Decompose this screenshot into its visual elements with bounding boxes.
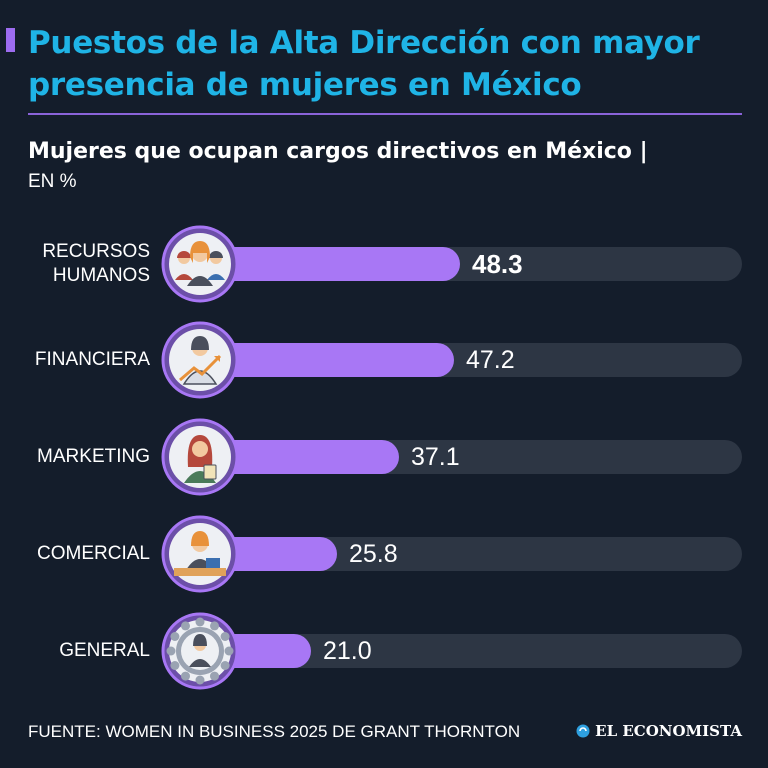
bar [196, 343, 454, 377]
title-divider [28, 113, 742, 115]
data-label: 47.2 [466, 346, 515, 374]
title-accent-bar [6, 28, 15, 52]
businesswoman-growth-icon [160, 320, 240, 400]
woman-gear-icon [160, 611, 240, 691]
category-label: GENERAL [59, 640, 150, 661]
data-label: 37.1 [411, 443, 460, 471]
woman-desk-icon [160, 514, 240, 594]
woman-clipboard-icon [160, 417, 240, 497]
category-label: MARKETING [37, 446, 150, 467]
source-note: FUENTE: WOMEN IN BUSINESS 2025 DE GRANT … [28, 722, 521, 741]
bar-row: COMERCIAL 25.8 [0, 514, 768, 594]
chart-subtitle: Mujeres que ocupan cargos directivos en … [28, 139, 648, 164]
bar-row: RECURSOS HUMANOS 48.3 [0, 224, 768, 304]
unit-label: EN % [28, 171, 77, 192]
el-economista-logo-icon [576, 724, 590, 738]
data-label: 21.0 [323, 637, 372, 665]
bar-row: FINANCIERA 47.2 [0, 320, 768, 400]
data-label: 48.3 [472, 249, 523, 279]
team-women-icon [160, 224, 240, 304]
category-label: FINANCIERA [34, 349, 150, 370]
category-label: COMERCIAL [37, 543, 150, 564]
bar [196, 247, 460, 281]
category-label: RECURSOS HUMANOS [42, 241, 150, 286]
page-title: Puestos de la Alta Dirección con mayor p… [28, 25, 700, 103]
brand-name: EL ECONOMISTA [595, 722, 742, 740]
data-label: 25.8 [349, 540, 398, 568]
bar-row: MARKETING 37.1 [0, 417, 768, 497]
brand-logo: EL ECONOMISTA [576, 722, 742, 740]
bar-row: GENERAL 21.0 [0, 611, 768, 691]
